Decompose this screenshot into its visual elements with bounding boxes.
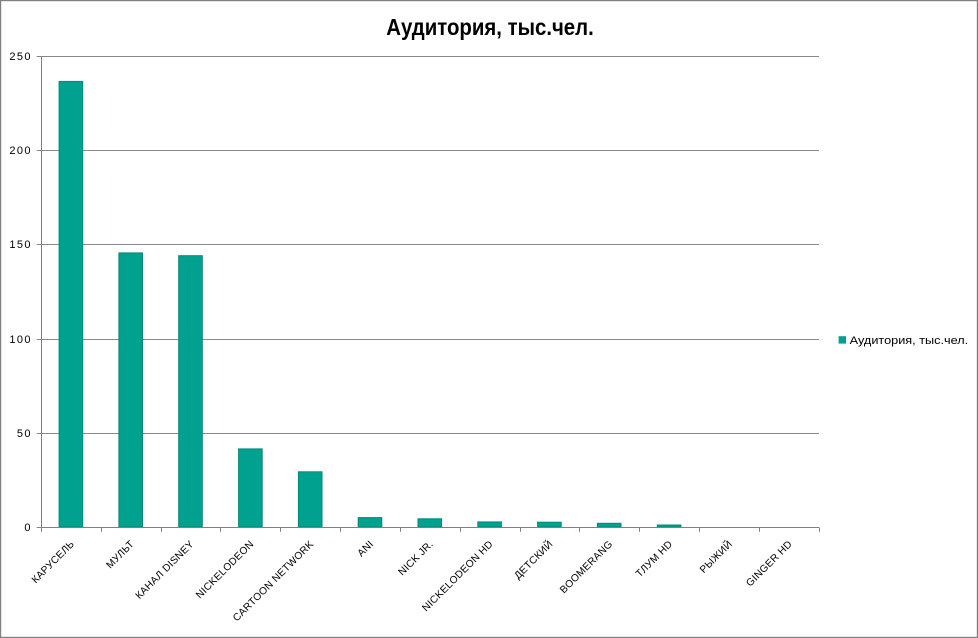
svg-text:0: 0 <box>24 522 32 534</box>
svg-text:250: 250 <box>9 51 32 63</box>
svg-text:150: 150 <box>9 239 32 251</box>
svg-text:100: 100 <box>9 334 32 346</box>
svg-text:Аудитория, тыс.чел.: Аудитория, тыс.чел. <box>386 14 594 40</box>
svg-text:50: 50 <box>17 428 32 440</box>
svg-text:200: 200 <box>9 145 32 157</box>
svg-text:Аудитория, тыс.чел.: Аудитория, тыс.чел. <box>850 335 969 347</box>
